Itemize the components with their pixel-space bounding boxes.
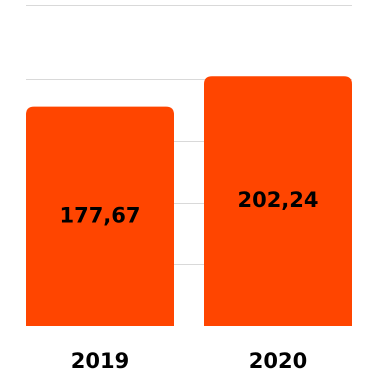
x-tick-label-2020: 2020	[249, 349, 307, 373]
x-axis-tick-labels: 2019 2020	[71, 349, 307, 373]
value-label-2019: 177,67	[59, 203, 140, 227]
value-labels: 177,67 202,24	[59, 188, 318, 227]
bars	[26, 76, 352, 327]
value-label-2020: 202,24	[237, 188, 318, 212]
x-tick-label-2019: 2019	[71, 349, 129, 373]
bar-2020	[204, 76, 352, 326]
bar-2019	[26, 106, 174, 327]
